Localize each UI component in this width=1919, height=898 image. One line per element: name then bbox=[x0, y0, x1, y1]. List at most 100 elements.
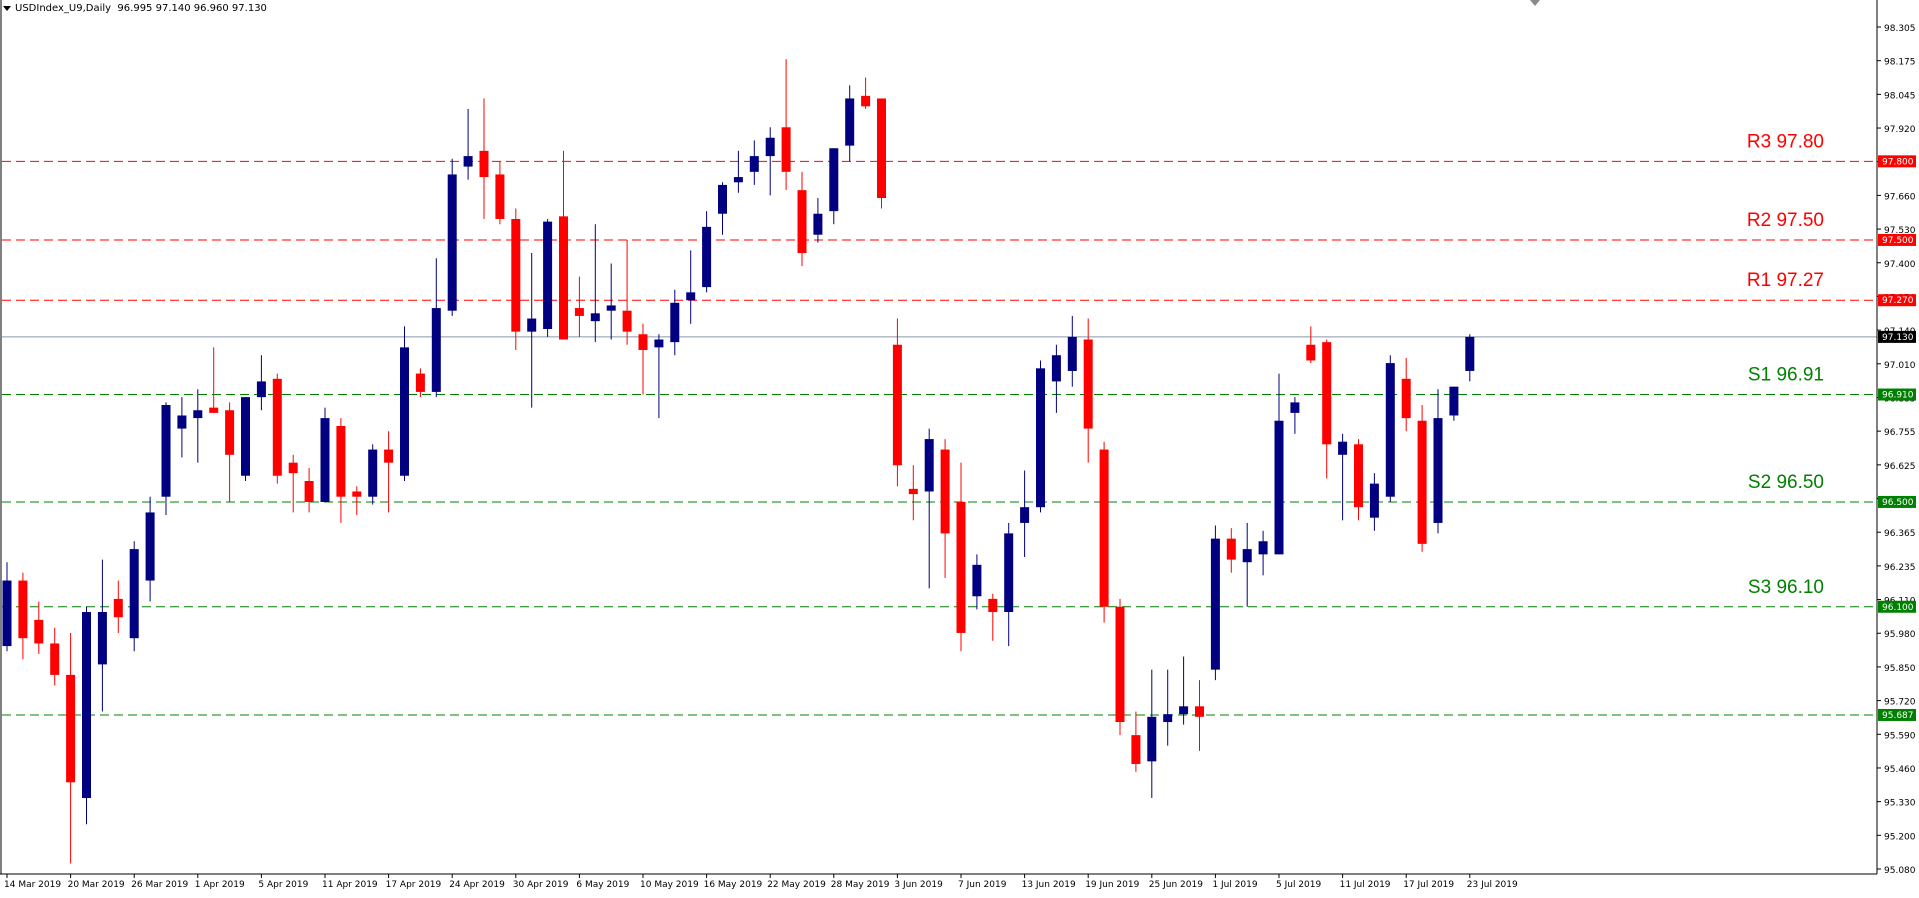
x-tick-label: 24 Apr 2019 bbox=[449, 880, 505, 890]
y-tick-label: 96.235 bbox=[1884, 563, 1916, 573]
candle-body-bull bbox=[1433, 418, 1443, 523]
candle-body-bull bbox=[702, 226, 712, 288]
candle-body-bear bbox=[908, 488, 918, 495]
candle-body-bear bbox=[66, 674, 76, 783]
candle-body-bear bbox=[892, 344, 902, 466]
candle-body-bear bbox=[956, 501, 966, 633]
y-tick-label: 95.980 bbox=[1884, 630, 1916, 640]
candle-body-bear bbox=[34, 619, 44, 644]
y-tick-label: 95.850 bbox=[1884, 664, 1916, 674]
price-tag-95-687-bg bbox=[1878, 708, 1916, 721]
candle-body-bull bbox=[733, 177, 743, 183]
candle-body-bull bbox=[400, 347, 409, 476]
candle-body-bull bbox=[1147, 716, 1157, 762]
level-label-r1: R1 97.27 bbox=[1747, 270, 1824, 291]
x-tick-label: 1 Apr 2019 bbox=[195, 880, 245, 890]
x-tick-label: 25 Jun 2019 bbox=[1149, 880, 1203, 890]
candle-body-bear bbox=[622, 310, 632, 332]
candle-body-bear bbox=[288, 462, 298, 474]
candle-body-bull bbox=[1274, 420, 1284, 555]
x-tick-label: 10 May 2019 bbox=[640, 880, 699, 890]
candle-body-bear bbox=[559, 216, 568, 340]
candle-body-bull bbox=[670, 302, 680, 343]
dropdown-arrow-icon[interactable] bbox=[3, 5, 11, 11]
candle-body-bull bbox=[1179, 706, 1189, 715]
candle-body-bull bbox=[1369, 483, 1379, 518]
price-tag-96-500: 96.500 bbox=[1882, 498, 1914, 508]
candle-body-bear bbox=[18, 580, 28, 639]
candle-body-bull bbox=[1004, 533, 1014, 612]
candle-body-bear bbox=[1226, 538, 1236, 560]
x-tick-label: 13 Jun 2019 bbox=[1022, 880, 1076, 890]
candle-body-bull bbox=[829, 148, 839, 212]
x-tick-label: 11 Jul 2019 bbox=[1340, 880, 1391, 890]
candle-body-bear bbox=[272, 378, 282, 476]
candle-body-bull bbox=[256, 381, 266, 398]
candle-body-bull bbox=[193, 410, 203, 419]
x-tick-label: 14 Mar 2019 bbox=[4, 880, 61, 890]
candle-body-bear bbox=[861, 95, 871, 107]
candle-body-bull bbox=[1385, 363, 1395, 497]
y-tick-label: 98.175 bbox=[1884, 58, 1916, 68]
candle-body-bear bbox=[352, 491, 362, 497]
x-tick-label: 3 Jun 2019 bbox=[894, 880, 943, 890]
price-tag-current: 97.130 bbox=[1882, 333, 1914, 343]
y-tick-label: 95.200 bbox=[1884, 832, 1916, 842]
candle-body-bull bbox=[590, 313, 600, 322]
candle-body-bear bbox=[1115, 606, 1125, 723]
y-tick-label: 97.400 bbox=[1884, 260, 1916, 270]
price-tag-95-687: 95.687 bbox=[1882, 711, 1914, 721]
candle-body-bull bbox=[145, 512, 155, 581]
candle-body-bull bbox=[1290, 402, 1300, 413]
price-tag-96-100: 96.100 bbox=[1882, 603, 1914, 613]
candle-body-bear bbox=[511, 218, 521, 332]
candle-body-bear bbox=[1322, 342, 1332, 445]
candle-body-bear bbox=[1099, 449, 1109, 607]
candle-body-bull bbox=[368, 449, 378, 497]
y-tick-label: 95.720 bbox=[1884, 698, 1916, 708]
candle-body-bull bbox=[82, 611, 91, 799]
x-tick-label: 23 Jul 2019 bbox=[1467, 880, 1518, 890]
candle-body-bull bbox=[320, 418, 330, 502]
candle-body-bull bbox=[1338, 441, 1348, 455]
level-label-r2: R2 97.50 bbox=[1747, 210, 1824, 231]
y-tick-label: 95.330 bbox=[1884, 799, 1916, 809]
candle-body-bear bbox=[781, 127, 791, 172]
candle-body-bear bbox=[479, 150, 489, 178]
y-tick-label: 97.920 bbox=[1884, 125, 1916, 135]
candle-body-bull bbox=[1020, 507, 1030, 523]
candle-body-bear bbox=[225, 410, 235, 455]
candle-body-bull bbox=[654, 339, 664, 348]
y-tick-label: 97.530 bbox=[1884, 226, 1916, 236]
levels-layer: R3 97.80 R2 97.50 R1 97.27 S1 96.91 S2 96.50… bbox=[2, 131, 1877, 716]
candle-body-bear bbox=[1083, 339, 1093, 429]
y-tick-label: 96.365 bbox=[1884, 529, 1916, 539]
candle-body-bear bbox=[1195, 706, 1204, 717]
candle-body-bull bbox=[845, 98, 855, 146]
candle-body-bear bbox=[940, 449, 950, 534]
candle-body-bull bbox=[1449, 386, 1459, 416]
candle-body-bull bbox=[813, 213, 823, 235]
price-tag-97-800-bg bbox=[1878, 155, 1916, 168]
x-tick-label: 19 Jun 2019 bbox=[1085, 880, 1139, 890]
x-tick-label: 17 Jul 2019 bbox=[1403, 880, 1454, 890]
y-tick-label: 96.625 bbox=[1884, 462, 1916, 472]
candle-body-bull bbox=[1258, 541, 1268, 555]
candles-layer bbox=[2, 59, 1475, 864]
candle-body-bull bbox=[749, 156, 759, 172]
candle-body-bull bbox=[1036, 368, 1045, 508]
price-tag-97-500-bg bbox=[1878, 233, 1916, 246]
candle-body-bull bbox=[2, 580, 12, 647]
price-tag-97-270-bg bbox=[1878, 294, 1916, 307]
candle-body-bear bbox=[415, 373, 425, 392]
candle-body-bull bbox=[1210, 538, 1220, 670]
level-label-r3: R3 97.80 bbox=[1747, 131, 1824, 152]
level-label-s1: S1 96.91 bbox=[1748, 365, 1824, 386]
candle-body-bear bbox=[1354, 444, 1363, 508]
candle-body-bull bbox=[924, 439, 934, 492]
y-tick-label: 95.460 bbox=[1884, 765, 1916, 775]
candle-body-bull bbox=[527, 318, 537, 332]
ohlc-readout: 96.995 97.140 96.960 97.130 bbox=[117, 3, 267, 14]
